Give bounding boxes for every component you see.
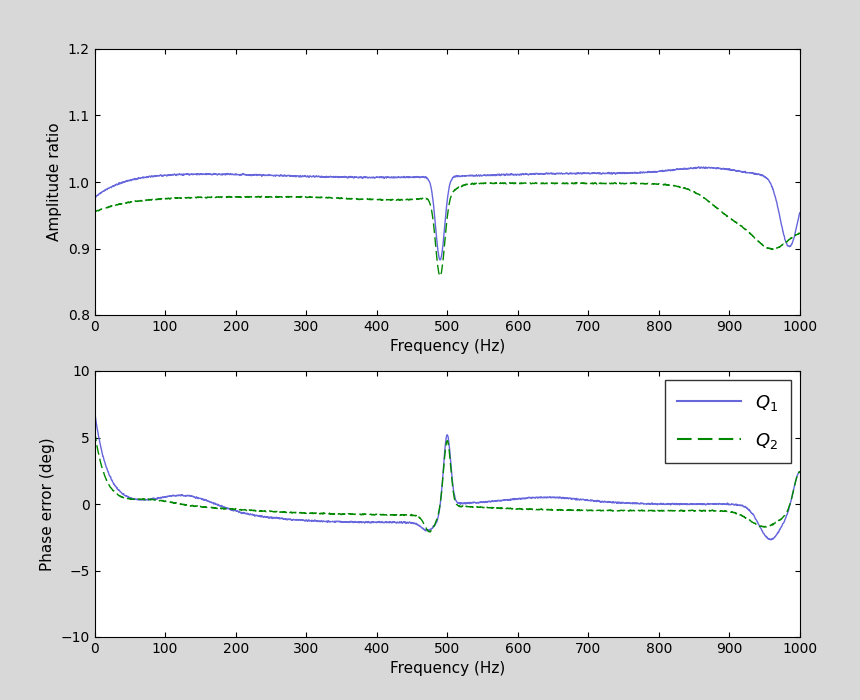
Legend: $Q_1$, $Q_2$: $Q_1$, $Q_2$ — [665, 380, 791, 463]
X-axis label: Frequency (Hz): Frequency (Hz) — [390, 340, 505, 354]
X-axis label: Frequency (Hz): Frequency (Hz) — [390, 662, 505, 676]
Y-axis label: Phase error (deg): Phase error (deg) — [40, 438, 55, 570]
Y-axis label: Amplitude ratio: Amplitude ratio — [47, 122, 62, 241]
